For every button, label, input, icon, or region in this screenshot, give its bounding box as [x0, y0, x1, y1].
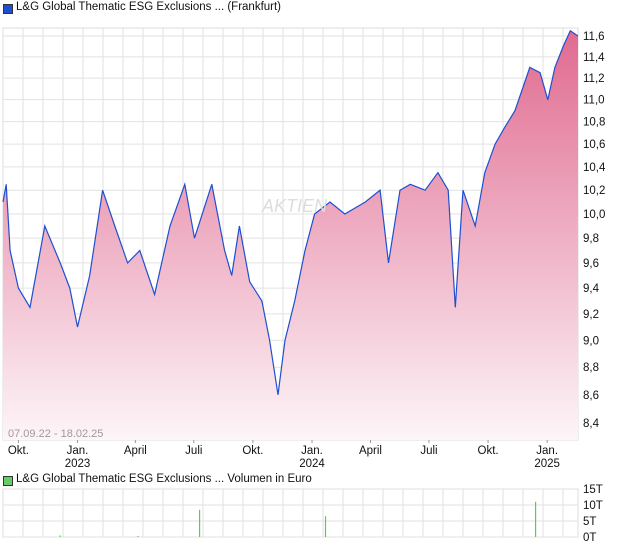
x-tick-label: Jan. — [67, 445, 89, 457]
x-tick-label: Okt. — [8, 445, 29, 457]
y-tick-label: 11,4 — [583, 52, 605, 64]
date-range-label: 07.09.22 - 18.02.25 — [8, 428, 103, 440]
y-tick-label: 10,8 — [583, 117, 605, 129]
y-tick-label: 9,2 — [583, 309, 599, 321]
x-tick-year-label: 2025 — [534, 458, 560, 470]
x-tick-label: Jan. — [301, 445, 323, 457]
x-tick-label: Juli — [420, 445, 437, 457]
price-chart-title: L&G Global Thematic ESG Exclusions ... (… — [16, 1, 282, 13]
y-tick-label: 11,6 — [583, 31, 605, 43]
volume-y-tick-label: 5T — [583, 516, 596, 528]
x-tick-label: Okt. — [478, 445, 499, 457]
price-line — [2, 29, 579, 395]
y-tick-label: 9,4 — [583, 283, 600, 295]
y-tick-label: 9,6 — [583, 258, 599, 270]
x-tick-label: Juli — [185, 445, 202, 457]
y-tick-label: 10,2 — [583, 185, 605, 197]
x-tick-label: April — [359, 445, 382, 457]
y-tick-label: 8,6 — [583, 390, 599, 402]
x-tick-label: April — [124, 445, 147, 457]
y-tick-label: 10,4 — [583, 162, 606, 174]
x-tick-year-label: 2024 — [299, 458, 325, 470]
x-tick-year-label: 2023 — [65, 458, 91, 470]
volume-legend-swatch — [3, 476, 13, 486]
y-tick-label: 9,0 — [583, 335, 599, 347]
y-tick-label: 10,6 — [583, 139, 605, 151]
volume-chart-title: L&G Global Thematic ESG Exclusions ... V… — [16, 473, 312, 485]
y-tick-label: 9,8 — [583, 233, 599, 245]
x-tick-label: Okt. — [242, 445, 263, 457]
volume-y-tick-label: 10T — [583, 500, 603, 512]
y-tick-label: 8,4 — [583, 418, 600, 430]
y-tick-label: 8,8 — [583, 362, 599, 374]
x-tick-label: Jan. — [536, 445, 558, 457]
volume-y-tick-label: 15T — [583, 484, 603, 496]
y-tick-label: 10,0 — [583, 209, 605, 221]
y-tick-label: 11,2 — [583, 73, 605, 85]
y-tick-label: 11,0 — [583, 95, 605, 107]
price-area-fill — [3, 30, 578, 441]
volume-y-tick-label: 0T — [583, 532, 596, 544]
price-legend-swatch — [3, 4, 13, 14]
watermark: AKTIEN — [261, 196, 328, 216]
volume-plot-area — [2, 488, 579, 538]
